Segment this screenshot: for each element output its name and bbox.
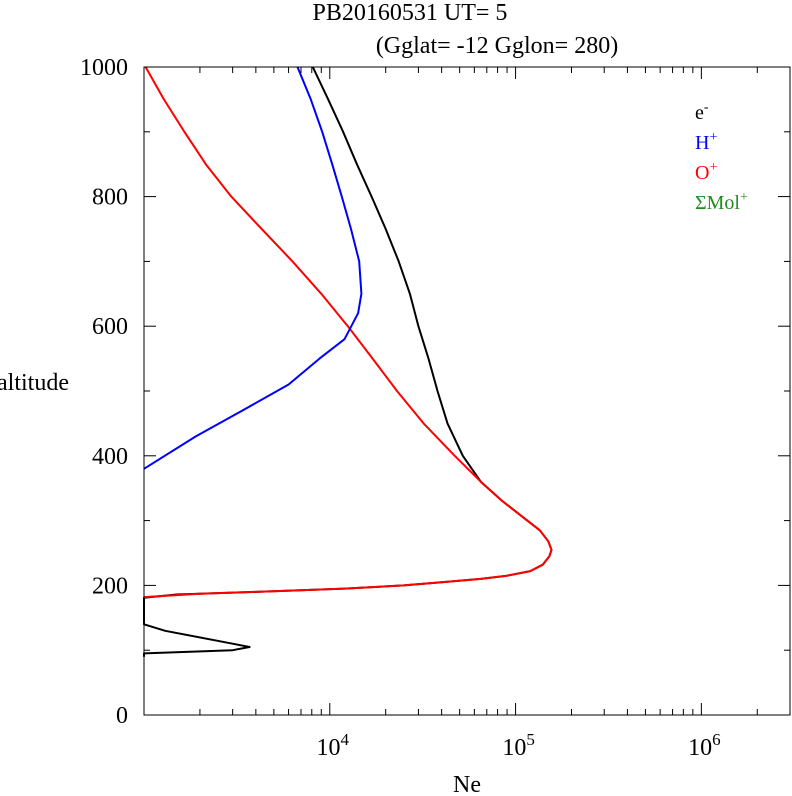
y-tick-label: 400 (92, 444, 128, 470)
plot-frame (143, 66, 791, 716)
y-tick-label: 800 (92, 185, 128, 211)
y-tick-label: 200 (92, 573, 128, 599)
legend-item: H+ (695, 130, 717, 154)
x-tick-label: 106 (688, 730, 721, 761)
legend-item: ΣMol+ (695, 190, 748, 214)
y-tick-labels: 0 200 400 600 800 1000 (80, 55, 128, 729)
chart-subtitle: (Gglat= -12 Gglon= 280) (376, 33, 618, 59)
legend: e- H+ O+ ΣMol+ (695, 100, 748, 214)
legend-item: e- (695, 100, 709, 124)
series-layer (143, 66, 553, 657)
y-tick-label: 1000 (80, 55, 128, 81)
y-tick-label: 0 (116, 703, 128, 729)
legend-item: O+ (695, 160, 717, 184)
x-tick-label: 105 (502, 730, 535, 761)
y-tick-label: 600 (92, 314, 128, 340)
ticks-layer (143, 66, 791, 716)
y-axis-label: altitude (0, 370, 69, 396)
x-tick-labels: 104 105 106 (317, 730, 721, 761)
series-line-1 (143, 66, 553, 599)
x-tick-label: 104 (317, 730, 350, 761)
x-axis-label: Ne (453, 772, 481, 796)
series-line-2 (143, 66, 363, 470)
series-line-0 (143, 66, 553, 657)
chart-title: PB20160531 UT= 5 (313, 0, 508, 26)
